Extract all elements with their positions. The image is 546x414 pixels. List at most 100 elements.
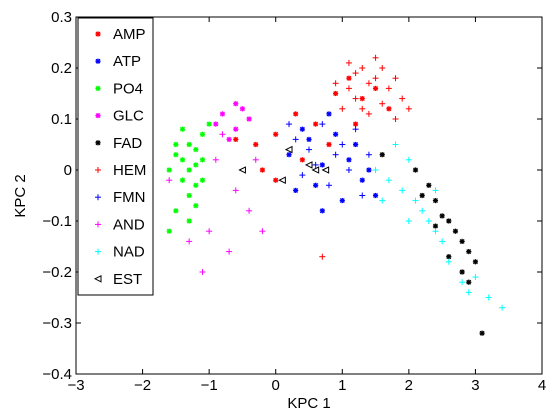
point-nad xyxy=(405,218,412,224)
point-po4 xyxy=(193,203,199,209)
point-atp xyxy=(306,136,312,142)
point-fad xyxy=(446,218,452,224)
series-nad xyxy=(372,141,506,311)
point-and xyxy=(252,156,259,163)
point-atp xyxy=(293,187,299,193)
point-glc xyxy=(233,101,239,107)
point-hem xyxy=(359,105,366,112)
x-tick-label: −3 xyxy=(67,377,84,394)
point-atp xyxy=(299,126,305,132)
point-atp xyxy=(346,157,352,163)
point-hem xyxy=(345,85,352,92)
legend-entry-nad: NAD xyxy=(95,244,145,261)
point-hem xyxy=(319,253,326,260)
point-po4 xyxy=(186,218,192,224)
point-glc xyxy=(246,116,252,122)
legend-marker-and xyxy=(95,221,101,228)
point-hem xyxy=(365,110,372,117)
point-nad xyxy=(439,238,446,245)
x-tick-label: 3 xyxy=(471,377,479,394)
x-axis-label: KPC 1 xyxy=(287,395,330,412)
point-atp xyxy=(333,131,339,137)
point-nad xyxy=(392,141,399,148)
point-nad xyxy=(405,156,412,163)
point-fmn xyxy=(359,192,366,199)
legend-entry-and: AND xyxy=(95,216,145,233)
point-amp xyxy=(372,85,379,91)
point-po4 xyxy=(179,177,186,183)
point-amp xyxy=(353,121,359,127)
legend-entry-hem: HEM xyxy=(95,162,146,179)
y-tick-label: −0.1 xyxy=(42,213,72,230)
point-est xyxy=(321,166,330,174)
point-atp xyxy=(353,141,359,148)
point-fad xyxy=(452,228,459,234)
point-amp xyxy=(386,106,392,112)
point-fmn xyxy=(292,136,299,143)
point-hem xyxy=(392,116,399,122)
point-atp xyxy=(372,192,379,199)
legend-box xyxy=(77,17,154,296)
point-po4 xyxy=(179,126,186,132)
point-po4 xyxy=(206,121,212,127)
point-fad xyxy=(432,198,439,204)
point-hem xyxy=(379,65,386,71)
x-tick-label: 2 xyxy=(405,377,413,394)
legend-entry-atp: ATP xyxy=(95,53,141,70)
point-fad xyxy=(426,182,432,188)
point-po4 xyxy=(173,152,179,158)
legend-entry-glc: GLC xyxy=(95,108,144,125)
point-hem xyxy=(372,75,379,82)
point-fad xyxy=(479,330,485,336)
point-and xyxy=(199,269,206,275)
point-nad xyxy=(385,177,392,184)
legend-label: AMP xyxy=(113,26,146,43)
legend-label: ATP xyxy=(113,53,141,70)
point-po4 xyxy=(186,192,192,199)
point-nad xyxy=(379,197,386,204)
point-fad xyxy=(412,167,419,173)
legend-entry-fad: FAD xyxy=(95,135,142,152)
series-fad xyxy=(379,152,485,336)
legend-label: NAD xyxy=(113,244,145,261)
point-atp xyxy=(313,182,319,188)
point-amp xyxy=(293,111,299,117)
point-nad xyxy=(412,197,419,204)
point-hem xyxy=(379,100,386,107)
point-nad xyxy=(499,304,506,311)
legend-label: AND xyxy=(113,216,145,233)
legend-entry-est: EST xyxy=(93,271,142,288)
point-fmn xyxy=(339,141,346,148)
point-po4 xyxy=(179,157,186,163)
series-atp xyxy=(286,111,379,214)
point-and xyxy=(212,156,219,163)
series-po4 xyxy=(166,121,212,234)
point-amp xyxy=(259,167,265,173)
legend-marker-glc xyxy=(95,113,101,119)
point-glc xyxy=(239,106,246,112)
point-hem xyxy=(359,65,366,71)
point-po4 xyxy=(186,167,192,173)
point-amp xyxy=(299,157,305,163)
series-fmn xyxy=(286,121,372,199)
point-est xyxy=(311,166,320,174)
point-fad xyxy=(439,213,445,219)
legend-entry-amp: AMP xyxy=(95,26,146,43)
point-po4 xyxy=(199,157,206,163)
point-hem xyxy=(352,70,359,77)
point-hem xyxy=(399,95,406,102)
point-amp xyxy=(333,90,339,97)
point-po4 xyxy=(166,167,172,173)
point-nad xyxy=(445,258,452,265)
legend-label: PO4 xyxy=(113,80,143,97)
point-glc xyxy=(219,111,226,117)
point-atp xyxy=(319,162,325,168)
legend-marker-po4 xyxy=(95,85,101,91)
legend: AMP ATP PO4 GLC FAD HEM FMN AND NAD EST xyxy=(77,17,154,296)
point-fad xyxy=(379,152,385,158)
point-hem xyxy=(405,105,412,112)
point-hem xyxy=(392,75,399,82)
axis-ticks: −3 −2 −1 0 1 2 3 4 −0.4 −0.3 −0.2 −0.1 0 0.1 0.2 0.3 xyxy=(42,9,546,394)
point-fmn xyxy=(312,161,319,168)
point-and xyxy=(226,248,233,255)
